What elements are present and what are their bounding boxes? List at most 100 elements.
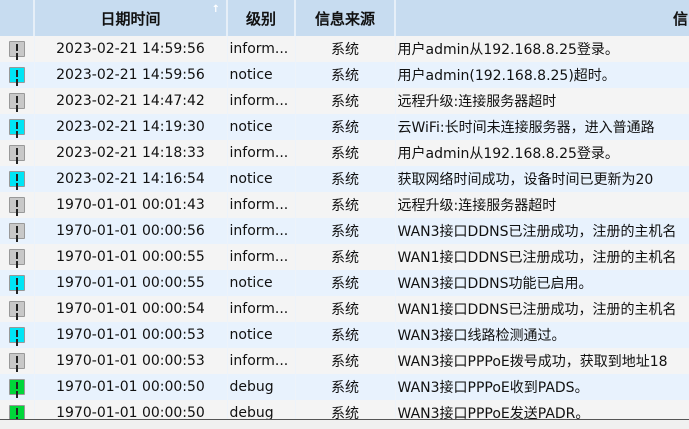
level-icon-cell [0, 374, 35, 400]
level-cell: inform... [227, 296, 296, 322]
table-row[interactable]: 1970-01-01 00:00:53 inform... 系统 WAN3接口P… [0, 348, 689, 374]
message-cell: 远程升级:连接服务器超时 [395, 88, 689, 114]
level-icon-cell [0, 218, 35, 244]
col-source-header[interactable]: 信息来源 [295, 0, 396, 36]
level-icon-cell [0, 36, 35, 62]
datetime-cell: 2023-02-21 14:18:33 [34, 140, 228, 166]
col-datetime-header[interactable]: 日期时间 ↑ [34, 0, 228, 36]
level-icon-cell [0, 322, 35, 348]
datetime-cell: 2023-02-21 14:47:42 [34, 88, 228, 114]
datetime-cell: 2023-02-21 14:59:56 [34, 36, 228, 62]
level-cell: inform... [227, 348, 296, 374]
level-icon-cell [0, 348, 35, 374]
table-row[interactable]: 1970-01-01 00:00:55 notice 系统 WAN3接口DDNS… [0, 270, 689, 296]
level-cell: notice [227, 270, 296, 296]
level-icon-cell [0, 88, 35, 114]
table-row[interactable]: 2023-02-21 14:16:54 notice 系统 获取网络时间成功，设… [0, 166, 689, 192]
level-icon-cell [0, 114, 35, 140]
datetime-cell: 1970-01-01 00:00:55 [34, 244, 228, 270]
level-cell: notice [227, 322, 296, 348]
message-cell: WAN1接口DDNS已注册成功，注册的主机名 [395, 244, 689, 270]
level-cell: notice [227, 166, 296, 192]
source-cell: 系统 [295, 166, 396, 192]
level-icon-cell [0, 62, 35, 88]
source-cell: 系统 [295, 270, 396, 296]
message-cell: 用户admin从192.168.8.25登录。 [395, 36, 689, 62]
source-cell: 系统 [295, 218, 396, 244]
debug-level-icon [8, 405, 25, 419]
level-cell: notice [227, 114, 296, 140]
inform-level-icon [8, 197, 25, 213]
message-cell: WAN3接口DDNS功能已启用。 [395, 270, 689, 296]
inform-level-icon [8, 301, 25, 317]
notice-level-icon [8, 119, 25, 135]
level-cell: debug [227, 374, 296, 400]
table-row[interactable]: 1970-01-01 00:00:50 debug 系统 WAN3接口PPPoE… [0, 400, 689, 419]
source-cell: 系统 [295, 244, 396, 270]
inform-level-icon [8, 93, 25, 109]
level-cell: inform... [227, 36, 296, 62]
datetime-cell: 2023-02-21 14:59:56 [34, 62, 228, 88]
message-cell: 用户admin(192.168.8.25)超时。 [395, 62, 689, 88]
notice-level-icon [8, 275, 25, 291]
table-row[interactable]: 1970-01-01 00:00:55 inform... 系统 WAN1接口D… [0, 244, 689, 270]
datetime-cell: 2023-02-21 14:16:54 [34, 166, 228, 192]
message-cell: 云WiFi:长时间未连接服务器，进入普通路 [395, 114, 689, 140]
source-cell: 系统 [295, 296, 396, 322]
message-cell: 用户admin从192.168.8.25登录。 [395, 140, 689, 166]
col-level-header[interactable]: 级别 [227, 0, 296, 36]
table-header: 日期时间 ↑ 级别 信息来源 信 [0, 0, 689, 36]
level-cell: inform... [227, 140, 296, 166]
source-cell: 系统 [295, 400, 396, 419]
source-cell: 系统 [295, 36, 396, 62]
source-cell: 系统 [295, 88, 396, 114]
table-row[interactable]: 2023-02-21 14:59:56 notice 系统 用户admin(19… [0, 62, 689, 88]
message-cell: WAN3接口DDNS已注册成功，注册的主机名 [395, 218, 689, 244]
datetime-cell: 1970-01-01 00:00:56 [34, 218, 228, 244]
inform-level-icon [8, 145, 25, 161]
source-cell: 系统 [295, 140, 396, 166]
message-cell: 获取网络时间成功，设备时间已更新为20 [395, 166, 689, 192]
table-row[interactable]: 2023-02-21 14:47:42 inform... 系统 远程升级:连接… [0, 88, 689, 114]
notice-level-icon [8, 327, 25, 343]
table-row[interactable]: 1970-01-01 00:01:43 inform... 系统 远程升级:连接… [0, 192, 689, 218]
log-table: 日期时间 ↑ 级别 信息来源 信 2023-02-21 14:59:56 info… [0, 0, 689, 420]
table-row[interactable]: 2023-02-21 14:59:56 inform... 系统 用户admin… [0, 36, 689, 62]
notice-level-icon [8, 67, 25, 83]
datetime-cell: 1970-01-01 00:00:50 [34, 400, 228, 419]
table-row[interactable]: 1970-01-01 00:00:56 inform... 系统 WAN3接口D… [0, 218, 689, 244]
source-cell: 系统 [295, 374, 396, 400]
table-row[interactable]: 2023-02-21 14:19:30 notice 系统 云WiFi:长时间未… [0, 114, 689, 140]
level-icon-cell [0, 166, 35, 192]
col-message-header[interactable]: 信 [395, 0, 689, 36]
level-cell: inform... [227, 88, 296, 114]
source-cell: 系统 [295, 348, 396, 374]
table-row[interactable]: 1970-01-01 00:00:50 debug 系统 WAN3接口PPPoE… [0, 374, 689, 400]
datetime-cell: 1970-01-01 00:00:53 [34, 322, 228, 348]
table-row[interactable]: 2023-02-21 14:18:33 inform... 系统 用户admin… [0, 140, 689, 166]
level-cell: notice [227, 62, 296, 88]
datetime-cell: 1970-01-01 00:00:54 [34, 296, 228, 322]
level-cell: inform... [227, 244, 296, 270]
sort-arrow-icon: ↑ [211, 4, 220, 15]
message-cell: WAN3接口PPPoE拨号成功，获取到地址18 [395, 348, 689, 374]
source-cell: 系统 [295, 62, 396, 88]
message-cell: WAN3接口PPPoE发送PADR。 [395, 400, 689, 419]
message-cell: WAN3接口线路检测通过。 [395, 322, 689, 348]
notice-level-icon [8, 171, 25, 187]
source-cell: 系统 [295, 322, 396, 348]
inform-level-icon [8, 41, 25, 57]
table-row[interactable]: 1970-01-01 00:00:54 inform... 系统 WAN1接口D… [0, 296, 689, 322]
level-cell: inform... [227, 192, 296, 218]
col-datetime-label: 日期时间 [100, 9, 161, 28]
level-icon-cell [0, 244, 35, 270]
inform-level-icon [8, 353, 25, 369]
inform-level-icon [8, 223, 25, 239]
datetime-cell: 1970-01-01 00:01:43 [34, 192, 228, 218]
level-icon-cell [0, 296, 35, 322]
datetime-cell: 1970-01-01 00:00:55 [34, 270, 228, 296]
message-cell: WAN1接口DDNS已注册成功，注册的主机名 [395, 296, 689, 322]
col-icon-header[interactable] [0, 0, 35, 36]
level-icon-cell [0, 400, 35, 419]
table-row[interactable]: 1970-01-01 00:00:53 notice 系统 WAN3接口线路检测… [0, 322, 689, 348]
